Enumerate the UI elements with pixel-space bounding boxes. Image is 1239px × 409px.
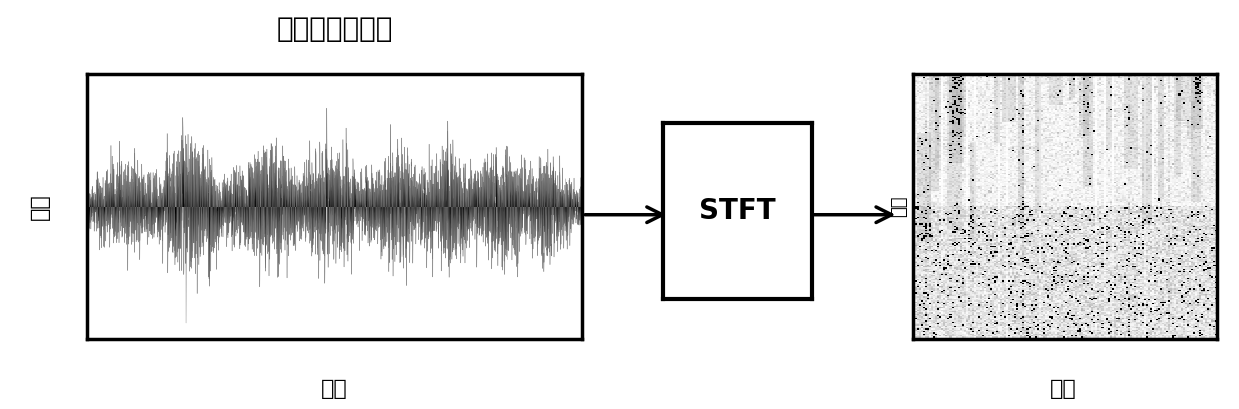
Text: 频率: 频率 (891, 196, 908, 217)
Text: 时间: 时间 (321, 379, 348, 398)
Text: 输入的混叠语音: 输入的混叠语音 (276, 15, 393, 43)
Text: 幅値: 幅値 (30, 193, 50, 220)
Text: STFT: STFT (699, 197, 776, 225)
Text: 时间: 时间 (1049, 379, 1077, 398)
